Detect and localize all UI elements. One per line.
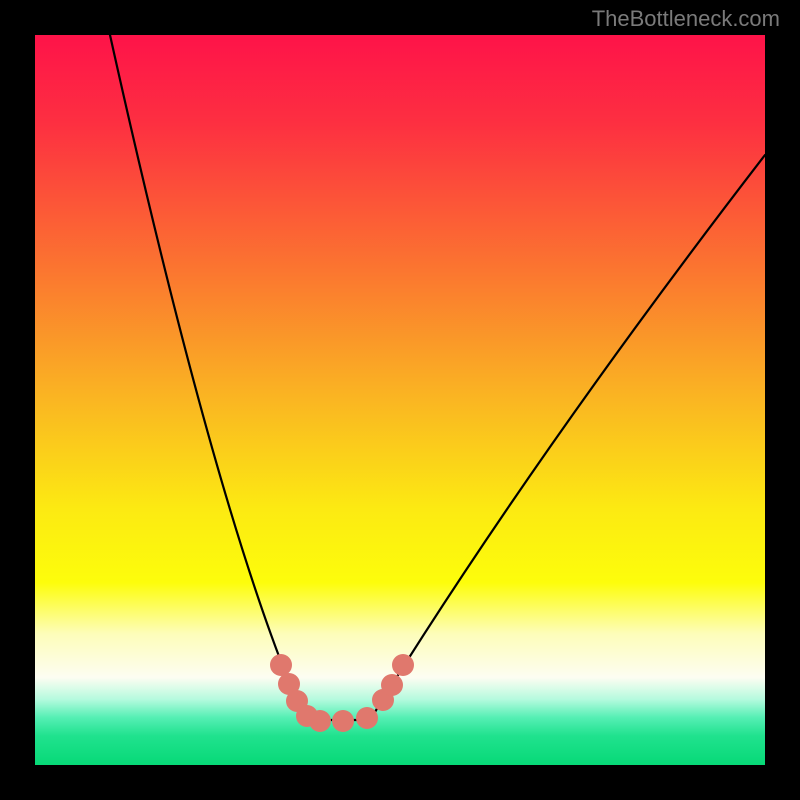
bottleneck-chart: TheBottleneck.com [0,0,800,800]
highlight-marker [381,674,403,696]
chart-svg [0,0,800,800]
highlight-marker [332,710,354,732]
highlight-marker [356,707,378,729]
watermark-text: TheBottleneck.com [592,6,780,32]
highlight-marker [309,710,331,732]
highlight-marker [392,654,414,676]
highlight-marker [270,654,292,676]
